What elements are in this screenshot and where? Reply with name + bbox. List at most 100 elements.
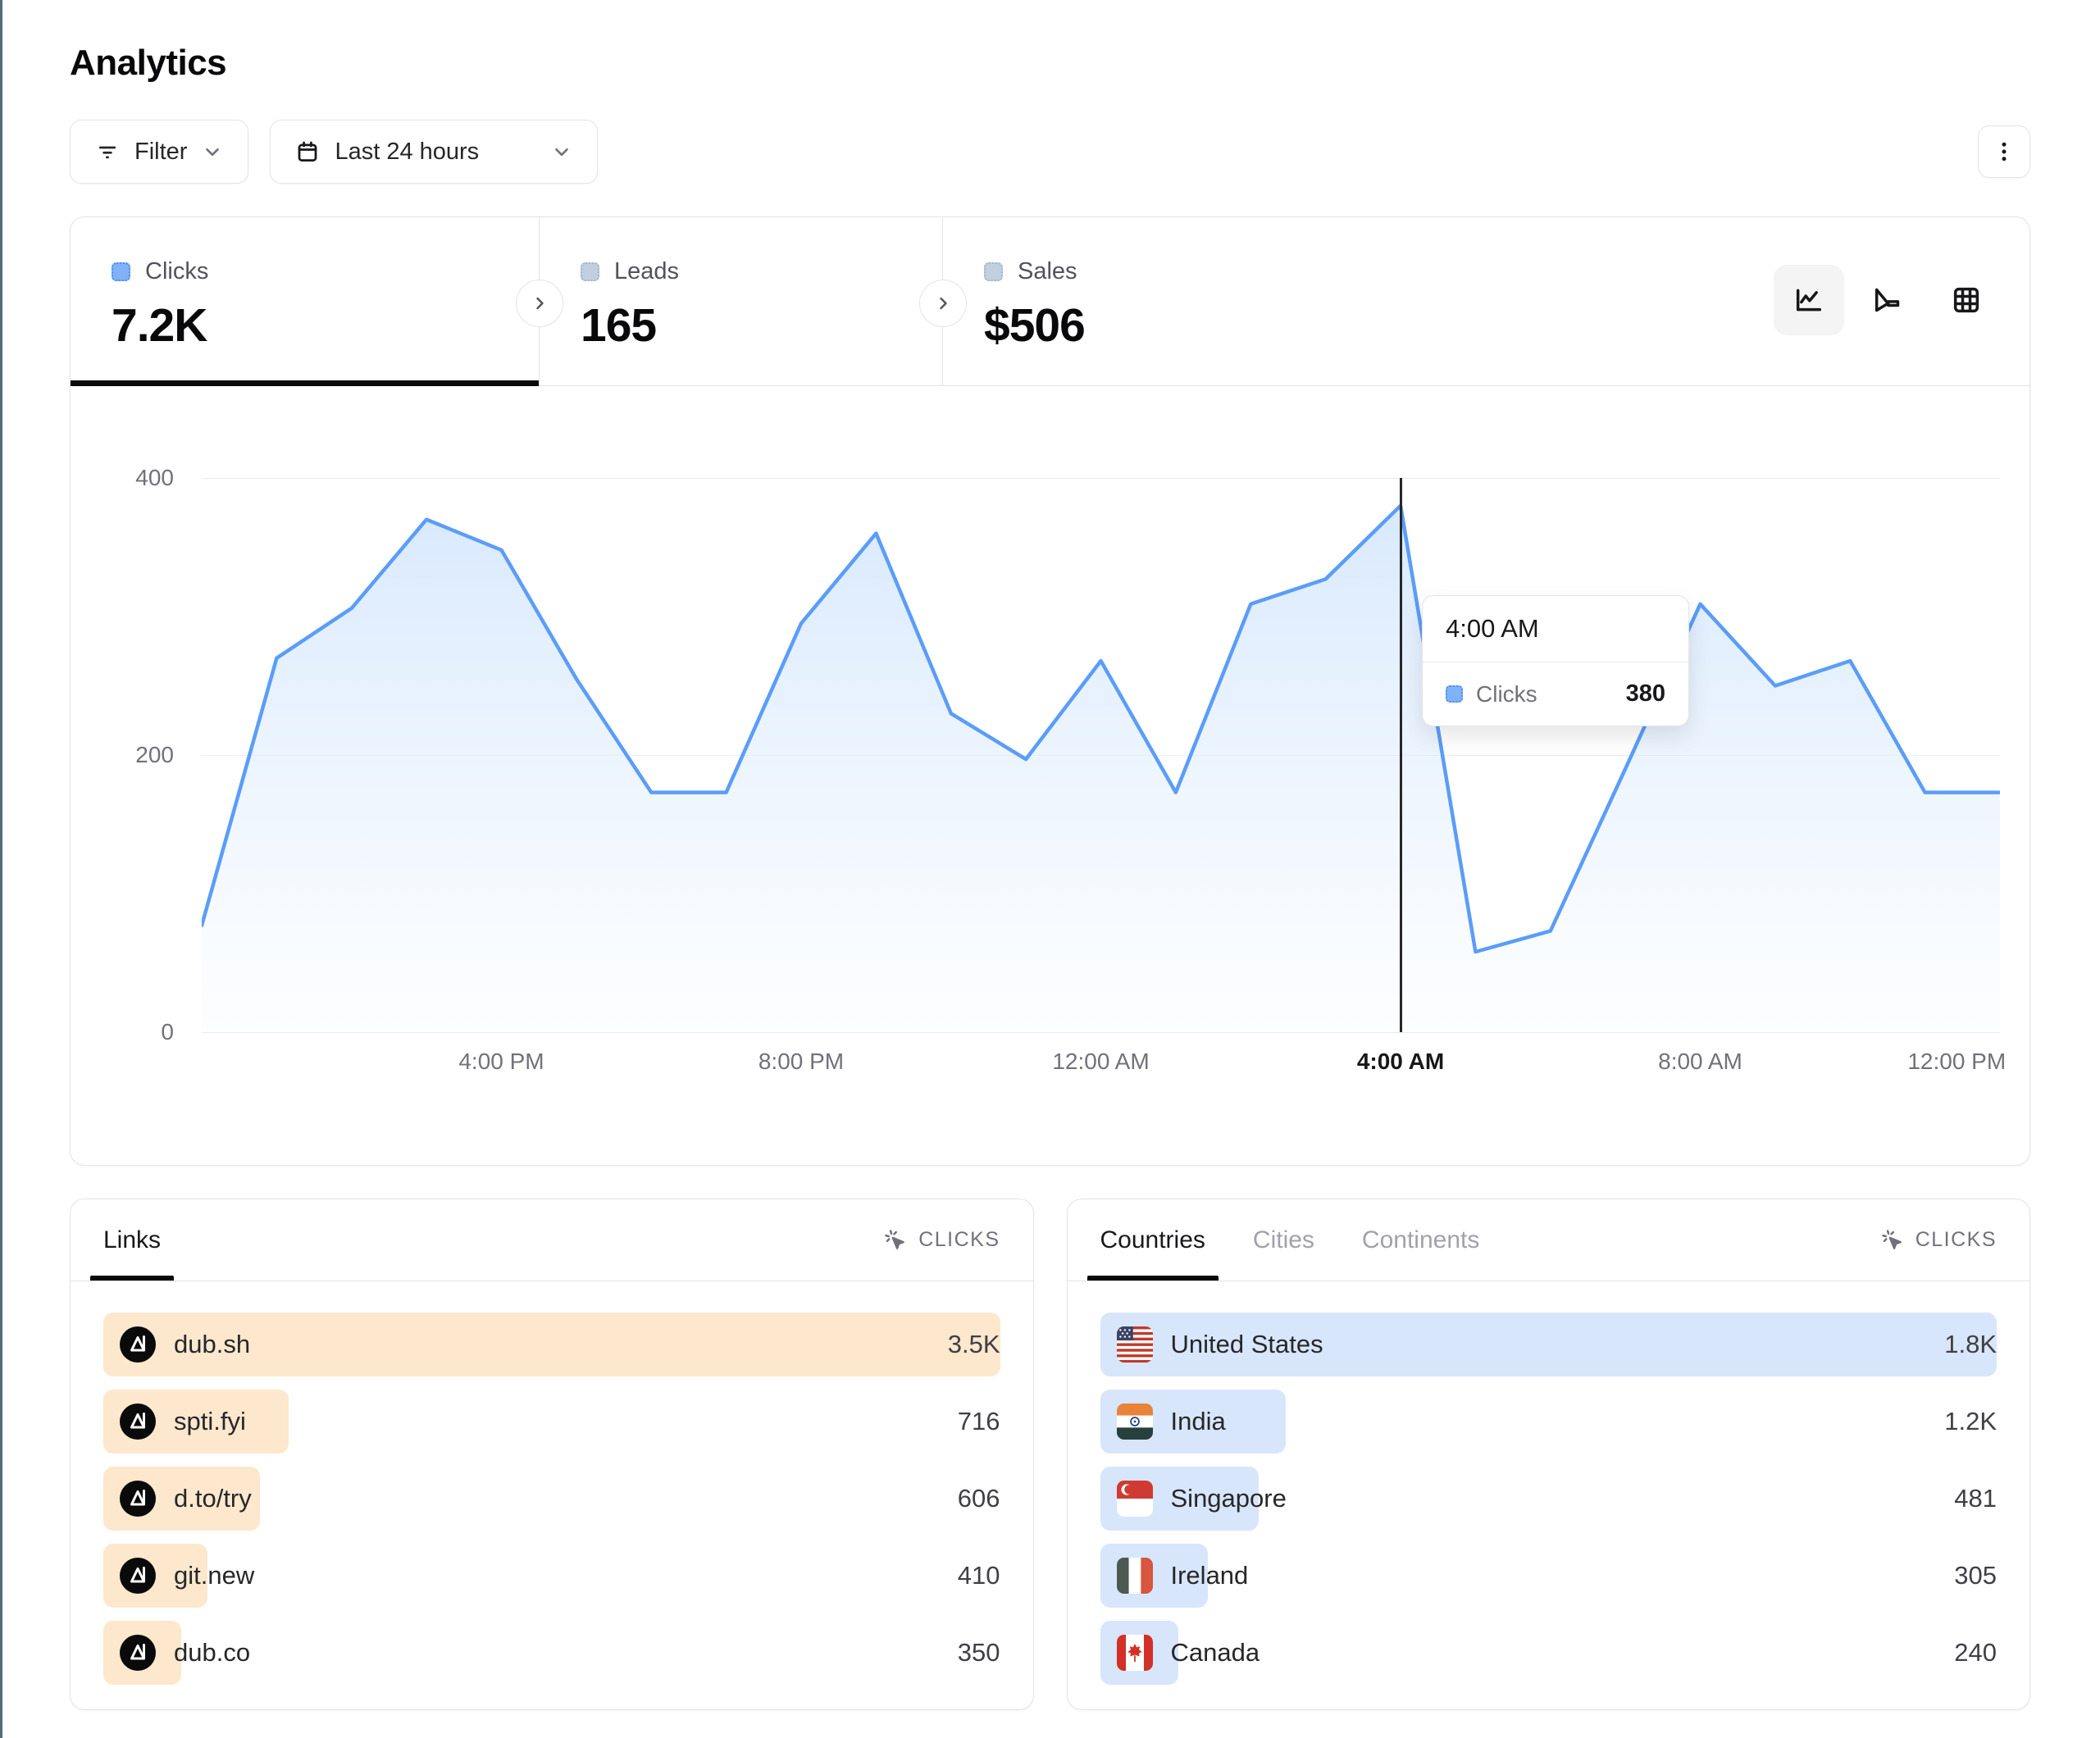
x-tick-label: 12:00 AM: [1052, 1049, 1150, 1074]
list-item-value: 350: [957, 1638, 1000, 1667]
chart-plot-area[interactable]: [202, 478, 2000, 1032]
chevron-down-icon: [202, 141, 223, 162]
date-range-button[interactable]: Last 24 hours: [270, 120, 599, 184]
gridline-0: [202, 1032, 2000, 1033]
link-row[interactable]: dub.co 350: [103, 1621, 1000, 1685]
list-item-label: Singapore: [1170, 1484, 1287, 1513]
ireland-flag-icon: [1116, 1558, 1153, 1594]
chart-crosshair: [1400, 478, 1402, 1032]
tooltip-clicks-swatch: [1446, 685, 1463, 703]
links-list: dub.sh 3.5K spti.fyi 716 d.to/try 606 gi…: [71, 1281, 1033, 1709]
tooltip-time: 4:00 AM: [1423, 596, 1688, 662]
chart-view-switch: [1774, 265, 2002, 335]
list-item-label: India: [1170, 1407, 1226, 1435]
list-item-label: Canada: [1170, 1638, 1260, 1667]
list-item-label: Ireland: [1170, 1561, 1249, 1590]
sales-value: $506: [984, 299, 1086, 352]
country-row[interactable]: Singapore 481: [1100, 1467, 1997, 1531]
line-chart-icon: [1793, 284, 1825, 316]
links-panel: Links CLICKS dub.sh 3.5K spti.fyi 716: [70, 1199, 1034, 1710]
expand-clicks-leads-button[interactable]: [516, 280, 563, 327]
link-row[interactable]: d.to/try 606: [103, 1467, 1000, 1531]
x-tick-label: 8:00 PM: [758, 1049, 845, 1074]
funnel-view-button[interactable]: [1852, 265, 1923, 335]
list-item-value: 240: [1954, 1638, 1997, 1667]
cities-tab-label: Cities: [1252, 1226, 1314, 1253]
dub-logo-icon: [120, 1404, 156, 1440]
links-tab-label: Links: [103, 1226, 162, 1253]
list-item-label: git.new: [174, 1561, 255, 1590]
tab-countries[interactable]: Countries: [1086, 1199, 1219, 1281]
link-row[interactable]: git.new 410: [103, 1544, 1000, 1608]
tab-sales[interactable]: Sales $506: [943, 217, 1346, 385]
list-item-label: dub.co: [174, 1638, 251, 1667]
india-flag-icon: [1116, 1404, 1153, 1440]
metric-tabs: Clicks 7.2K Leads 165 Sales $506: [71, 217, 2029, 386]
list-item-value: 606: [957, 1484, 1000, 1513]
cursor-click-icon: [883, 1228, 908, 1253]
link-row[interactable]: dub.sh 3.5K: [103, 1313, 1000, 1376]
us-flag-icon: [1116, 1326, 1153, 1363]
tab-links[interactable]: Links: [89, 1199, 175, 1281]
country-row[interactable]: United States 1.8K: [1100, 1313, 1997, 1376]
chart-tooltip: 4:00 AM Clicks 380: [1422, 595, 1689, 726]
leads-value: 165: [581, 299, 657, 352]
area-line-series: [202, 503, 2000, 1032]
list-item-label: United States: [1170, 1330, 1323, 1358]
gridline-400: [202, 478, 2000, 479]
tab-clicks[interactable]: Clicks 7.2K: [71, 217, 540, 386]
chart-x-axis: 4:00 PM 8:00 PM 12:00 AM 4:00 AM 8:00 AM 12:0…: [202, 1049, 2006, 1085]
value-bar: [1100, 1313, 1997, 1376]
x-tick-label: 4:00 PM: [458, 1049, 544, 1074]
funnel-icon: [1871, 284, 1904, 316]
tooltip-series-label: Clicks: [1476, 680, 1537, 707]
canada-flag-icon: [1116, 1635, 1153, 1671]
country-row[interactable]: Ireland 305: [1100, 1544, 1997, 1608]
clicks-chart: 400 200 0 4:00 AM: [71, 386, 2029, 1165]
links-panel-header: Links CLICKS: [71, 1199, 1033, 1281]
continents-tab-label: Continents: [1361, 1226, 1480, 1253]
singapore-flag-icon: [1116, 1481, 1153, 1517]
y-tick-label: 0: [161, 1019, 174, 1044]
chevron-right-icon: [530, 293, 549, 313]
filter-button[interactable]: Filter: [70, 120, 249, 184]
link-row[interactable]: spti.fyi 716: [103, 1390, 1000, 1454]
tab-leads[interactable]: Leads 165: [540, 217, 943, 385]
countries-panel-header: Countries Cities Continents CLICKS: [1067, 1199, 2029, 1281]
tab-continents[interactable]: Continents: [1362, 1199, 1479, 1281]
list-item-value: 305: [1954, 1561, 1997, 1590]
x-tick-label: 8:00 AM: [1658, 1049, 1742, 1074]
list-item-label: d.to/try: [174, 1484, 252, 1513]
breakdown-panels: Links CLICKS dub.sh 3.5K spti.fyi 716: [70, 1199, 2030, 1710]
leads-legend-swatch: [581, 262, 599, 281]
list-item-value: 1.8K: [1944, 1330, 1997, 1358]
countries-panel: Countries Cities Continents CLICKS: [1066, 1199, 2030, 1710]
value-bar: [103, 1313, 1000, 1376]
tab-cities[interactable]: Cities: [1253, 1199, 1314, 1281]
line-chart-view-button[interactable]: [1774, 265, 1844, 335]
date-range-label: Last 24 hours: [335, 138, 480, 165]
countries-tab-label: Countries: [1100, 1226, 1205, 1253]
list-item-value: 716: [957, 1407, 1000, 1435]
calendar-icon: [295, 139, 320, 164]
country-row[interactable]: Canada 240: [1100, 1621, 1997, 1685]
dub-logo-icon: [120, 1635, 156, 1671]
list-item-value: 1.2K: [1944, 1407, 1997, 1435]
more-options-button[interactable]: [1978, 125, 2030, 178]
list-item-label: dub.sh: [174, 1330, 251, 1358]
chevron-right-icon: [933, 293, 953, 313]
sales-tab-label: Sales: [1018, 258, 1077, 284]
x-tick-label: 4:00 AM: [1356, 1049, 1445, 1074]
table-grid-icon: [1950, 284, 1983, 316]
country-row[interactable]: India 1.2K: [1100, 1390, 1997, 1454]
sales-legend-swatch: [984, 262, 1003, 281]
table-view-button[interactable]: [1931, 265, 2002, 335]
links-clicks-column-header[interactable]: CLICKS: [883, 1199, 1000, 1281]
expand-leads-sales-button[interactable]: [919, 280, 967, 327]
countries-clicks-column-header[interactable]: CLICKS: [1880, 1199, 1997, 1281]
list-item-value: 3.5K: [947, 1330, 1000, 1358]
clicks-tab-label: Clicks: [145, 258, 209, 284]
y-tick-label: 400: [135, 465, 174, 490]
x-tick-label: 12:00 PM: [1907, 1049, 2007, 1074]
